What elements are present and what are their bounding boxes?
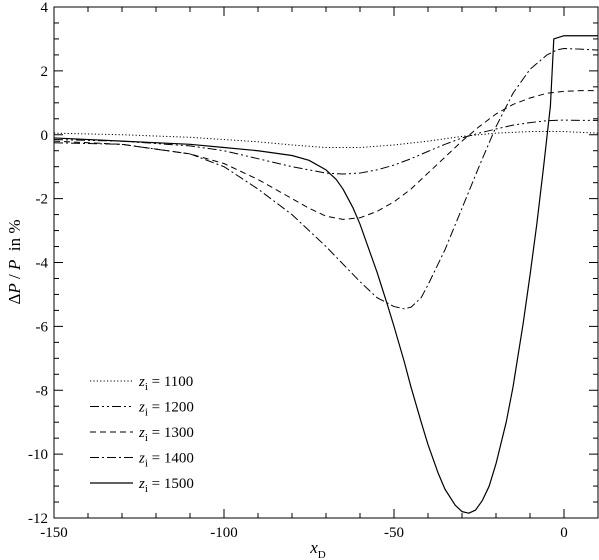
y-axis-label-prefix: Δ — [5, 294, 24, 305]
y-tick-label: -8 — [36, 383, 49, 399]
legend-label-2: zi = 1200 — [138, 400, 194, 419]
series-line-4 — [54, 48, 598, 310]
y-axis-label-slash: / — [5, 270, 24, 283]
x-tick-label: -100 — [210, 525, 238, 541]
y-axis-label-suffix: in % — [5, 219, 24, 259]
series-line-1 — [54, 131, 598, 149]
y-tick-label: 0 — [41, 128, 49, 144]
y-tick-label: -12 — [28, 511, 48, 527]
legend-label-5: zi = 1500 — [138, 476, 194, 495]
series-line-3 — [54, 90, 598, 220]
legend-label-3: zi = 1300 — [138, 425, 194, 444]
x-tick-label: -50 — [384, 525, 404, 541]
legend: zi = 1100 zi = 1200 zi = 1300 zi = 1400 zi =… — [90, 374, 194, 495]
y-tick-label: -10 — [28, 447, 48, 463]
legend-label-1: zi = 1100 — [138, 374, 193, 393]
y-tick-label: 2 — [41, 64, 49, 80]
y-tick-label: -6 — [36, 319, 49, 335]
plot-frame — [53, 6, 599, 519]
x-axis-label-subscript: D — [318, 549, 326, 560]
x-tick-label: -150 — [40, 525, 68, 541]
y-axis-label-denominator: P — [5, 260, 24, 271]
x-tick-label: 0 — [560, 525, 568, 541]
x-axis-label: xD — [309, 538, 326, 560]
y-axis-label: ΔP / P in % — [5, 219, 24, 304]
series-line-5 — [54, 35, 598, 514]
series-line-2 — [54, 119, 598, 175]
y-tick-label: 4 — [41, 0, 49, 16]
legend-label-4: zi = 1400 — [138, 451, 194, 470]
x-axis-label-symbol: x — [309, 538, 318, 557]
y-axis-label-numerator: P — [5, 283, 24, 294]
y-tick-label: -4 — [36, 256, 49, 272]
y-tick-label: -2 — [36, 192, 49, 208]
